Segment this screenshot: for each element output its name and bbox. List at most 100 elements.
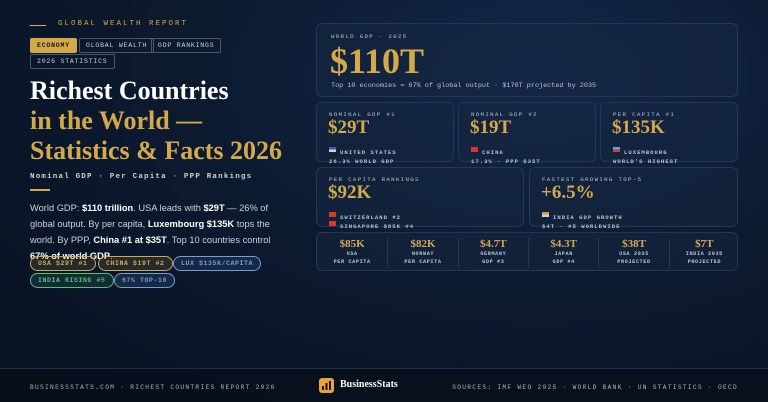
intro-segment: $110 trillion: [82, 203, 134, 213]
flag: [613, 147, 620, 153]
stat-line: PER CAPITA: [404, 259, 442, 265]
footer-sources: SOURCES: IMF WEO 2025 · WORLD BANK · UN …: [452, 384, 738, 391]
card-line: $4T · #5 WORLDWIDE: [542, 223, 621, 230]
tag: ECONOMY: [30, 38, 77, 53]
stat: $4.3T JAPAN GDP #4: [528, 238, 598, 268]
card-label: NOMINAL GDP #1: [329, 111, 396, 118]
stat-line: PROJECTED: [617, 259, 651, 265]
card-value: $29T: [328, 117, 370, 138]
card-line-row: SINGAPORE $85K #4: [329, 215, 414, 233]
stat-line: GDP #3: [482, 259, 505, 265]
stat-line: GERMANY: [480, 251, 507, 257]
hero-label: WORLD GDP · 2025: [331, 33, 408, 40]
card: FASTEST GROWING TOP-5 +6.5% INDIA GDP GROW…: [529, 167, 738, 230]
card-line: 26.3% WORLD GDP: [329, 158, 395, 165]
intro-segment: Luxembourg $135K: [147, 219, 235, 229]
hero-value: $110T: [330, 41, 425, 81]
card-line: 17.3% · PPP $35T: [471, 158, 541, 165]
pill: INDIA RISING #5: [30, 273, 114, 288]
title-line: in the World —: [30, 106, 203, 135]
intro-segment: World GDP:: [30, 203, 83, 213]
card-line-row: WORLD'S HIGHEST: [613, 150, 678, 168]
title-line: Richest Countries: [30, 76, 229, 105]
stat-value: $82K: [410, 238, 436, 250]
stat-value: $38T: [622, 238, 646, 250]
logo-icon: [319, 378, 334, 393]
flag: [542, 212, 549, 218]
intro-segment: . Top 10 countries control: [166, 235, 271, 245]
card-label: FASTEST GROWING TOP-5: [542, 176, 643, 183]
card-label: PER CAPITA RANKINGS: [329, 176, 420, 183]
pill: USA $29T #1: [30, 256, 96, 271]
card-line-row: INDIA GDP GROWTH: [542, 206, 623, 224]
card: NOMINAL GDP #1 $29T UNITED STATES 26.3% WOR…: [316, 102, 454, 165]
stat-line: PER CAPITA: [333, 259, 371, 265]
divider: [30, 189, 50, 191]
stat-value: $7T: [695, 238, 714, 250]
intro-segment: tops the world. By PPP,: [30, 219, 270, 245]
stat-line: JAPAN: [554, 251, 573, 257]
stat: $82K NORWAY PER CAPITA: [387, 238, 457, 268]
brand[interactable]: BusinessStats: [340, 379, 398, 390]
card-value: $135K: [612, 117, 665, 138]
footer-left: BUSINESSSTATS.COM · RICHEST COUNTRIES RE…: [30, 384, 276, 391]
intro-segment: $29T: [203, 203, 225, 213]
hero-card: WORLD GDP · 2025 $110T Top 10 economies …: [316, 23, 738, 97]
stat: $7T INDIA 2035 PROJECTED: [668, 238, 739, 268]
footer: BUSINESSSTATS.COM · RICHEST COUNTRIES RE…: [0, 368, 768, 402]
logo-bars: [322, 381, 331, 390]
card-line: INDIA GDP GROWTH: [553, 214, 623, 221]
tag: GDP RANKINGS: [151, 38, 222, 53]
card-line-row: SWITZERLAND #2: [329, 206, 401, 224]
card-line-row: LUXEMBOURG: [613, 141, 668, 159]
tag: GLOBAL WEALTH: [79, 38, 155, 53]
kicker: GLOBAL WEALTH REPORT: [58, 20, 189, 28]
card: PER CAPITA #1 $135K LUXEMBOURG WORLD'S HIGH…: [600, 102, 738, 165]
card-line: CHINA: [482, 149, 504, 156]
card-line-row: UNITED STATES: [329, 141, 397, 159]
stat-line: PROJECTED: [687, 259, 722, 265]
tag: 2026 STATISTICS: [30, 54, 115, 69]
stat-value: $4.3T: [550, 238, 577, 250]
flag: [329, 221, 336, 227]
stat: $85K USA PER CAPITA: [317, 238, 387, 268]
stat-value: $4.7T: [480, 238, 507, 250]
stat-line: INDIA 2035: [685, 251, 723, 257]
card-label: NOMINAL GDP #2: [471, 111, 538, 118]
intro-segment: . USA leads with: [133, 203, 204, 213]
stat: $4.7T GERMANY GDP #3: [457, 238, 528, 268]
card-line-row: 26.3% WORLD GDP: [329, 150, 394, 168]
pill: 67% TOP-10: [114, 273, 176, 288]
subtitle: Nominal GDP · Per Capita · PPP Rankings: [30, 173, 253, 181]
intro-segment: — 26% of global output. By per capita,: [30, 203, 269, 229]
card-value: $92K: [328, 182, 372, 203]
stat-line: USA 2035: [619, 251, 649, 257]
card-line: WORLD'S HIGHEST: [613, 158, 679, 165]
kicker-line: [30, 25, 46, 26]
pill: LUX $135K/CAPITA: [173, 256, 262, 271]
card-line-row: CHINA: [471, 141, 504, 159]
card-line: SWITZERLAND #2: [340, 214, 401, 221]
card: PER CAPITA RANKINGS $92K SWITZERLAND #2 SIN…: [316, 167, 524, 230]
card: NOMINAL GDP #2 $19T CHINA 17.3% · PPP $35T: [458, 102, 596, 165]
stat-line: USA: [346, 251, 358, 257]
card-value: $19T: [470, 117, 512, 138]
stats-strip: $85K USA PER CAPITA $82K NORWAY PER CAPITA $4.…: [316, 232, 738, 271]
flag: [471, 147, 478, 153]
pill: CHINA $19T #2: [98, 256, 173, 271]
stat-value: $85K: [339, 238, 365, 250]
intro-segment: China #1 at $35T: [93, 235, 167, 245]
stat-line: NORWAY: [411, 251, 435, 257]
flag: [329, 212, 336, 218]
stat: $38T USA 2035 PROJECTED: [598, 238, 668, 268]
card-line-row: 17.3% · PPP $35T: [471, 150, 541, 168]
intro: World GDP: $110 trillion. USA leads with…: [30, 200, 290, 264]
hero-note: Top 10 economies = 67% of global output …: [331, 82, 597, 90]
stat-line: GDP #4: [552, 259, 575, 265]
card-line: SINGAPORE $85K #4: [340, 223, 415, 230]
card-line: LUXEMBOURG: [624, 149, 668, 156]
card-label: PER CAPITA #1: [613, 111, 676, 118]
title-line: Statistics & Facts 2026: [30, 136, 283, 165]
flag: [329, 147, 336, 153]
